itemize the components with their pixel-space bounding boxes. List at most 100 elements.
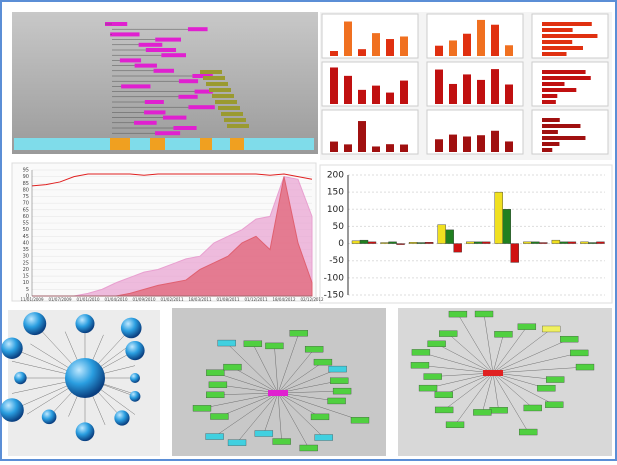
- node: [228, 440, 246, 446]
- y-tick-label: 150: [327, 188, 344, 198]
- bar: [580, 242, 588, 244]
- mini-bar: [542, 76, 591, 80]
- mini-bar: [386, 93, 394, 104]
- node: [290, 330, 308, 336]
- bar: [360, 240, 368, 243]
- node: [519, 429, 537, 435]
- gantt-task: [221, 112, 243, 116]
- node: [114, 410, 129, 425]
- mini-bar: [372, 86, 380, 104]
- x-tick-label: 01/12/2011: [244, 297, 268, 302]
- bar: [446, 230, 454, 244]
- mini-bar: [386, 39, 394, 56]
- y-tick-label: 80: [23, 187, 29, 193]
- network-panel: [172, 308, 386, 456]
- bar: [503, 209, 511, 243]
- bar: [523, 242, 531, 244]
- x-tick-label: 01/04/2010: [104, 297, 128, 302]
- node: [333, 388, 351, 394]
- bar: [568, 242, 576, 244]
- mini-bar: [542, 118, 560, 122]
- mini-bar: [542, 52, 567, 56]
- hub: [483, 370, 503, 376]
- y-tick-label: 75: [23, 194, 29, 200]
- mini-bar: [330, 51, 338, 56]
- node: [524, 405, 542, 411]
- node: [351, 417, 369, 423]
- gantt-task: [134, 121, 157, 125]
- mini-bar: [505, 85, 513, 104]
- mini-bar: [358, 121, 366, 152]
- mini-bar: [542, 142, 559, 146]
- mini-bar: [344, 22, 352, 56]
- gantt-task: [218, 106, 240, 110]
- y-tick-label: 55: [23, 221, 29, 227]
- node: [412, 349, 430, 355]
- mini-bar: [400, 145, 408, 152]
- mini-bar: [505, 45, 513, 56]
- y-tick-label: 85: [23, 181, 29, 187]
- node: [490, 407, 508, 413]
- node: [328, 398, 346, 404]
- node: [475, 311, 493, 317]
- node: [209, 382, 227, 388]
- gantt-task: [203, 76, 225, 80]
- node: [300, 445, 318, 451]
- gantt-task: [227, 124, 249, 128]
- node: [125, 341, 144, 360]
- y-tick-label: 95: [23, 168, 29, 174]
- y-tick-label: 100: [327, 205, 344, 215]
- node: [244, 341, 262, 347]
- node: [75, 314, 94, 333]
- bar: [368, 242, 376, 244]
- mini-bar: [372, 146, 380, 152]
- node: [210, 414, 228, 420]
- gantt-task: [179, 79, 198, 83]
- x-tick-label: 01/08/2011: [216, 297, 240, 302]
- mini-bar: [449, 40, 457, 56]
- gantt-task: [135, 64, 157, 68]
- node: [439, 331, 457, 337]
- y-tick-label: 25: [23, 260, 29, 266]
- node: [315, 435, 333, 441]
- mini-bar: [542, 34, 597, 38]
- y-tick-label: 0: [338, 239, 344, 249]
- mini-bar: [400, 36, 408, 56]
- mini-bar: [542, 130, 558, 134]
- bar: [352, 241, 360, 244]
- gantt-task: [155, 38, 181, 42]
- bar: [409, 242, 417, 243]
- mini-bar: [491, 69, 499, 104]
- node: [218, 340, 236, 346]
- bar: [381, 243, 389, 244]
- node: [435, 392, 453, 398]
- gantt-task: [188, 27, 208, 31]
- gantt-task: [188, 105, 214, 109]
- bar: [539, 243, 547, 244]
- mini-bar: [542, 94, 557, 98]
- gantt-task: [154, 69, 174, 73]
- gantt-task: [146, 48, 176, 52]
- y-tick-label: 35: [23, 247, 29, 253]
- node: [1, 338, 22, 359]
- gantt-task: [163, 116, 186, 120]
- mini-bar: [542, 22, 592, 26]
- gantt-task: [121, 84, 150, 88]
- gantt-task: [110, 32, 139, 36]
- gantt-task: [224, 118, 246, 122]
- node: [424, 374, 442, 380]
- x-tick-label: 11/01/2009: [20, 297, 44, 302]
- node: [311, 414, 329, 420]
- node: [255, 431, 273, 437]
- node: [130, 373, 140, 383]
- node: [23, 312, 46, 335]
- mini-bar: [344, 144, 352, 152]
- y-tick-label: -50: [329, 256, 344, 266]
- y-tick-label: -100: [324, 273, 345, 283]
- mini-bar: [449, 135, 457, 152]
- node: [314, 359, 332, 365]
- bar: [560, 242, 568, 244]
- x-tick-label: 01/09/2010: [132, 297, 156, 302]
- y-tick-label: 70: [23, 201, 29, 207]
- y-tick-label: 15: [23, 274, 29, 280]
